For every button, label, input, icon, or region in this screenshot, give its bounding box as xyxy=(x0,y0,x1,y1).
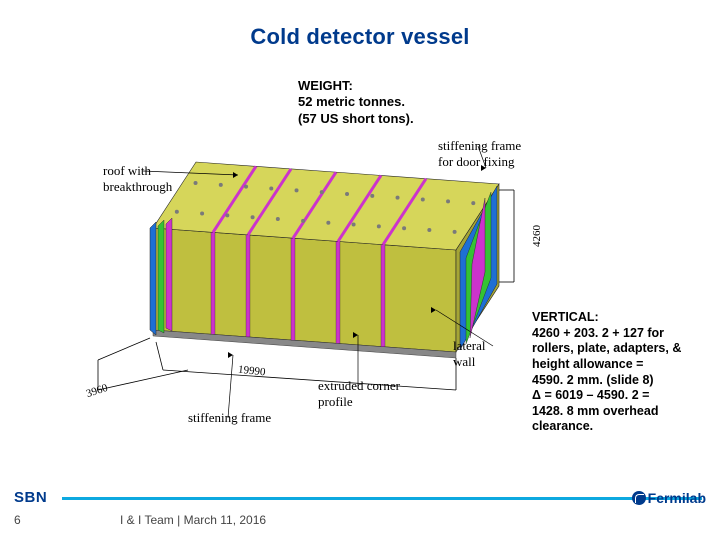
weight-block: WEIGHT: 52 metric tonnes. (57 US short t… xyxy=(298,78,414,127)
diagram-area: roof withbreakthrough stiffening framefor… xyxy=(58,130,618,430)
sbn-label: SBN xyxy=(14,489,47,506)
footer: SBN Fermilab 6 I & I Team | March 11, 20… xyxy=(0,490,720,530)
annotation-extruded: extruded cornerprofile xyxy=(318,378,400,410)
annotation-roof: roof withbreakthrough xyxy=(103,163,172,195)
annotation-stiff_bot: stiffening frame xyxy=(188,410,271,426)
annotation-stiff_top: stiffening framefor door fixing xyxy=(438,138,521,170)
weight-line3: (57 US short tons). xyxy=(298,111,414,127)
page-number: 6 xyxy=(14,513,21,527)
fermilab-icon xyxy=(632,491,646,505)
fermilab-logo: Fermilab xyxy=(632,490,706,506)
footer-credit: I & I Team | March 11, 2016 xyxy=(120,513,266,527)
page-title: Cold detector vessel xyxy=(0,24,720,50)
dimension-dim_4260: 4260 xyxy=(531,225,543,247)
footer-divider xyxy=(62,497,702,500)
slide: Cold detector vessel WEIGHT: 52 metric t… xyxy=(0,0,720,540)
weight-line2: 52 metric tonnes. xyxy=(298,94,414,110)
annotation-lateral: lateralwall xyxy=(453,338,485,370)
weight-line1: WEIGHT: xyxy=(298,78,414,94)
fermilab-text: Fermilab xyxy=(648,490,706,506)
